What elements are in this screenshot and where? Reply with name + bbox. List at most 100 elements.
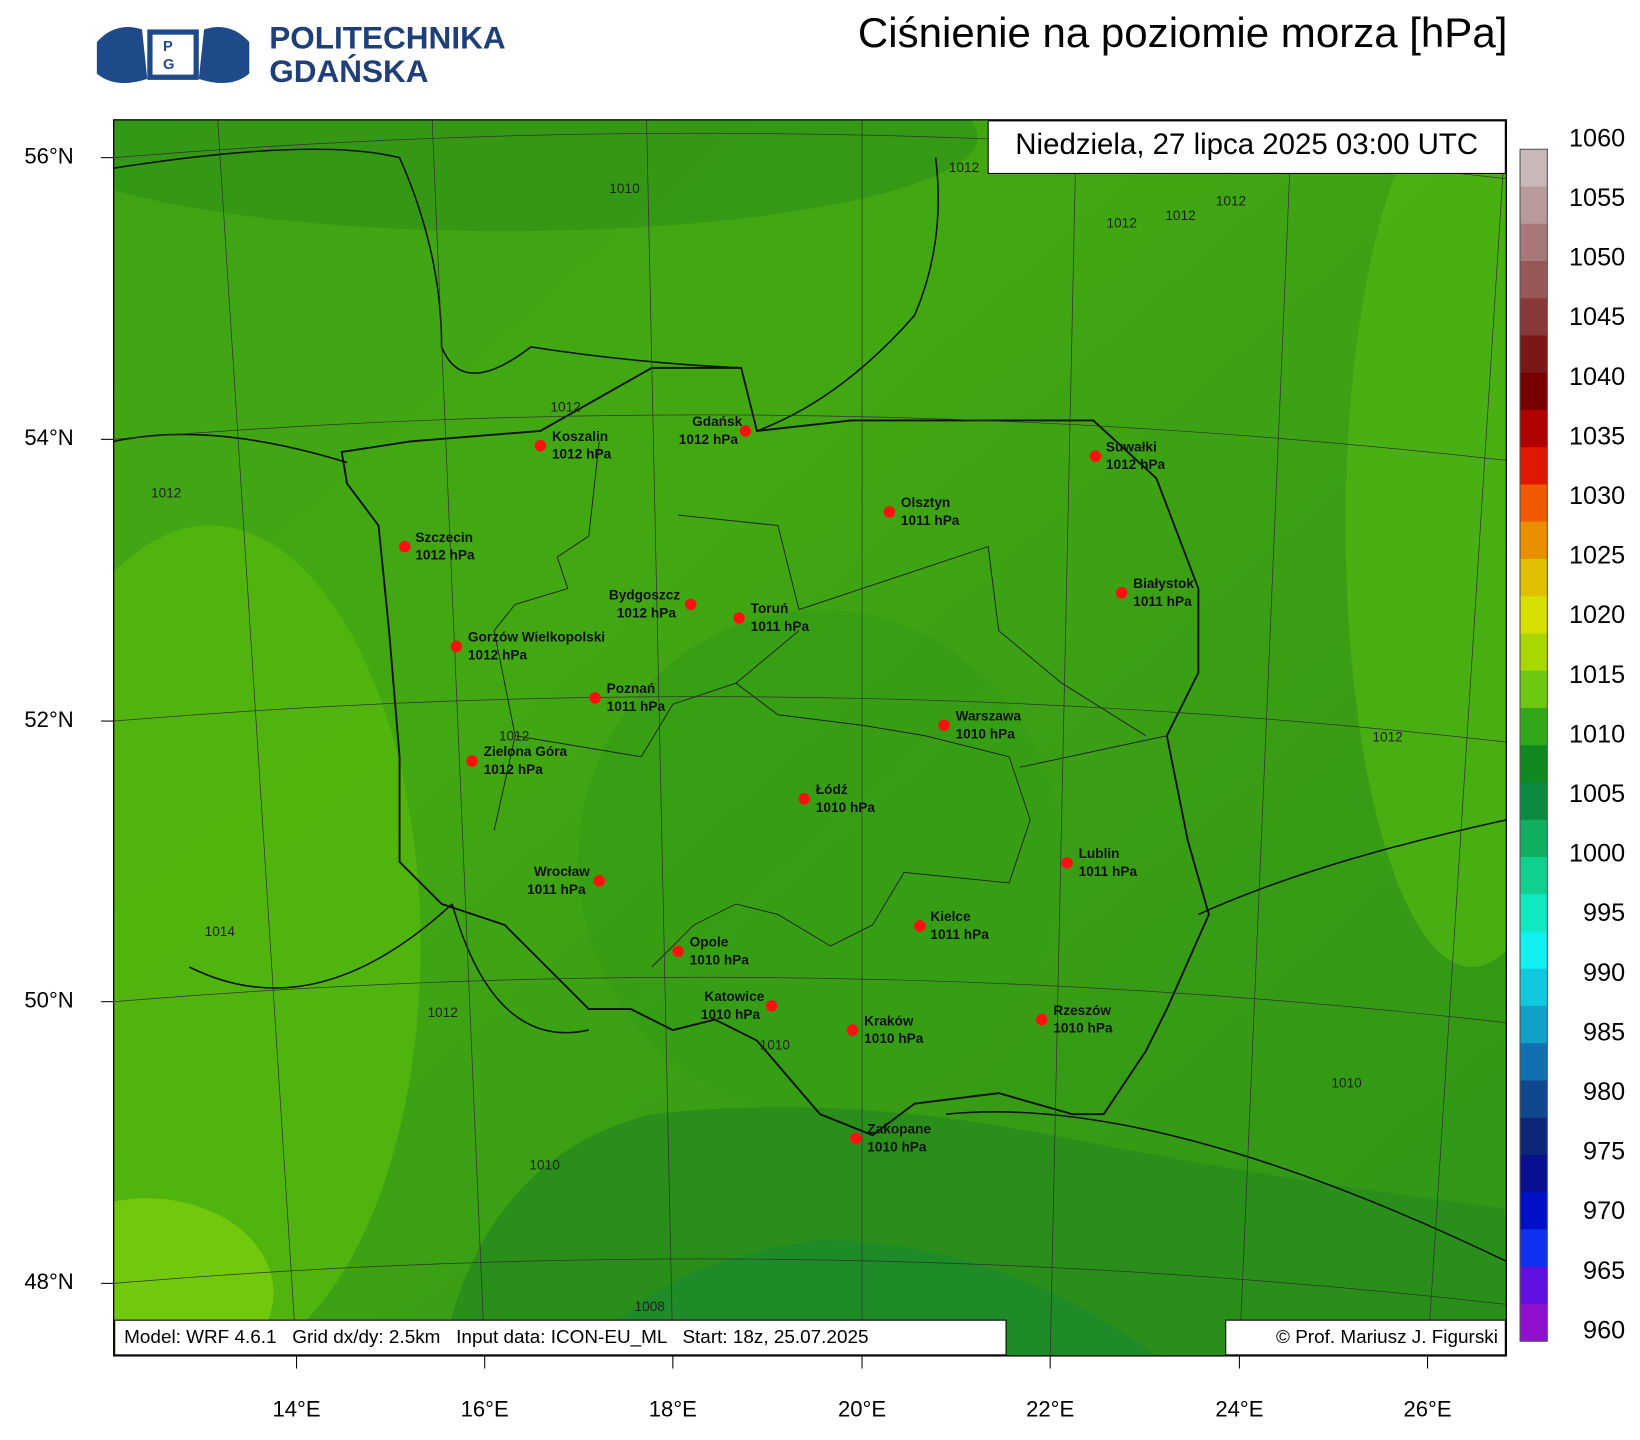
lon-label: 14°E <box>273 1396 321 1421</box>
city-dot <box>1115 587 1128 599</box>
city-pressure: 1012 hPa <box>415 548 475 563</box>
city-name: Koszalin <box>552 429 608 444</box>
colorbar-label: 965 <box>1583 1257 1625 1285</box>
city-pressure: 1011 hPa <box>901 513 960 528</box>
colorbar-bin <box>1520 968 1548 1007</box>
city-name: Opole <box>690 934 729 949</box>
colorbar-bin <box>1520 1229 1548 1268</box>
city-pressure: 1010 hPa <box>701 1007 761 1022</box>
footer-box <box>114 1319 1007 1356</box>
lat-label: 52°N <box>24 707 73 732</box>
valid-time: Niedziela, 27 lipca 2025 03:00 UTC <box>1015 128 1478 161</box>
colorbar-bin <box>1520 596 1548 635</box>
city-pressure: 1011 hPa <box>751 619 810 634</box>
colorbar-bin <box>1520 894 1548 932</box>
colorbar-bin <box>1520 1266 1548 1305</box>
city-name: Zakopane <box>867 1122 931 1137</box>
colorbar-label: 1055 <box>1569 184 1625 212</box>
footer-box <box>1225 1319 1506 1356</box>
colorbar-bin <box>1520 447 1548 486</box>
overlay: 56°N 54°N 52°N 50°N 48°N 14°E 16°E 18°E 20°E 22°E… <box>24 124 1625 1421</box>
colorbar-bin <box>1520 298 1548 337</box>
colorbar-label: 975 <box>1583 1138 1625 1166</box>
lat-label: 56°N <box>24 143 73 168</box>
graticule <box>113 976 1507 1024</box>
time-box <box>987 120 1506 174</box>
lat-label: 50°N <box>24 988 73 1013</box>
city-pressure: 1011 hPa <box>1133 594 1192 609</box>
map-frame <box>113 119 1507 1357</box>
city-pressure: 1011 hPa <box>1079 864 1138 879</box>
contour-label: 1010 <box>760 1037 791 1052</box>
city-name: Kraków <box>864 1013 914 1028</box>
city-name: Bydgoszcz <box>609 588 681 603</box>
lon-label: 22°E <box>1026 1396 1074 1421</box>
colorbar-label: 985 <box>1583 1018 1625 1046</box>
lat-label: 48°N <box>24 1269 73 1294</box>
city-name: Poznań <box>607 681 656 696</box>
city-pressure: 1010 hPa <box>690 952 750 967</box>
city-dot <box>450 640 463 653</box>
city-dot <box>593 875 606 887</box>
lon-label: 16°E <box>461 1396 509 1421</box>
lon-label: 24°E <box>1215 1396 1263 1421</box>
city-dot <box>765 1000 778 1012</box>
colorbar-bin <box>1520 223 1548 262</box>
city-dot <box>672 945 684 958</box>
colorbar-frame <box>1519 148 1548 1342</box>
title: Ciśnienie na poziomie morza [hPa] <box>858 9 1507 56</box>
lon-label: 18°E <box>649 1396 697 1421</box>
colorbar-label: 970 <box>1583 1197 1625 1225</box>
graticule <box>113 1258 1507 1305</box>
colorbar-label: 1035 <box>1569 422 1625 450</box>
contour-label: 1010 <box>529 1157 560 1172</box>
city-name: Kielce <box>930 909 971 924</box>
footer-right: © Prof. Mariusz J. Figurski <box>1276 1327 1498 1348</box>
city-dot <box>798 793 811 805</box>
city-dot <box>684 598 697 611</box>
contour-label: 1012 <box>550 399 580 414</box>
colorbar-label: 1045 <box>1569 303 1625 331</box>
colorbar-bin <box>1520 261 1548 299</box>
city-dot <box>534 439 547 452</box>
city-name: Katowice <box>704 989 764 1004</box>
city-name: Toruń <box>751 601 789 616</box>
city-name: Szczecin <box>415 530 473 545</box>
city-dot <box>914 920 926 932</box>
city-dot <box>1036 1013 1048 1026</box>
city-pressure: 1010 hPa <box>1053 1021 1113 1036</box>
colorbar-label: 1015 <box>1569 661 1625 689</box>
city-pressure: 1012 hPa <box>617 605 677 620</box>
colorbar-label: 1000 <box>1569 840 1625 868</box>
colorbar-bin <box>1520 186 1548 225</box>
city-name: Gdańsk <box>692 414 742 429</box>
city-dot <box>1089 450 1102 462</box>
logo-letter: P <box>163 39 173 55</box>
city-dot <box>466 755 478 767</box>
colorbar-label: 1020 <box>1569 601 1625 629</box>
city-dot <box>846 1024 859 1036</box>
graticule <box>1049 119 1077 1356</box>
city-name: Olsztyn <box>901 495 950 510</box>
contour-label: 1010 <box>1331 1075 1362 1090</box>
city-dot <box>938 719 950 732</box>
colorbar-bin <box>1520 372 1548 411</box>
logo-name: GDAŃSKA <box>269 53 428 89</box>
colorbar-bin <box>1520 1303 1548 1342</box>
colorbar-bin <box>1520 819 1548 858</box>
colorbar-bin <box>1520 409 1548 448</box>
colorbar-label: 1030 <box>1569 482 1625 510</box>
colorbar-bin <box>1520 1154 1548 1193</box>
graticule <box>113 696 1507 743</box>
colorbar-bin <box>1520 1080 1548 1119</box>
city-dot <box>399 540 411 553</box>
city-pressure: 1012 hPa <box>468 647 528 662</box>
contour-label: 1012 <box>1372 729 1402 744</box>
colorbar-bin <box>1520 633 1548 672</box>
graticule <box>217 119 297 1356</box>
contour-label: 1012 <box>1106 215 1136 230</box>
graticule <box>113 414 1507 461</box>
colorbar-label: 1040 <box>1569 363 1625 391</box>
city-name: Lublin <box>1079 846 1120 861</box>
contour-label: 1012 <box>1216 193 1246 208</box>
